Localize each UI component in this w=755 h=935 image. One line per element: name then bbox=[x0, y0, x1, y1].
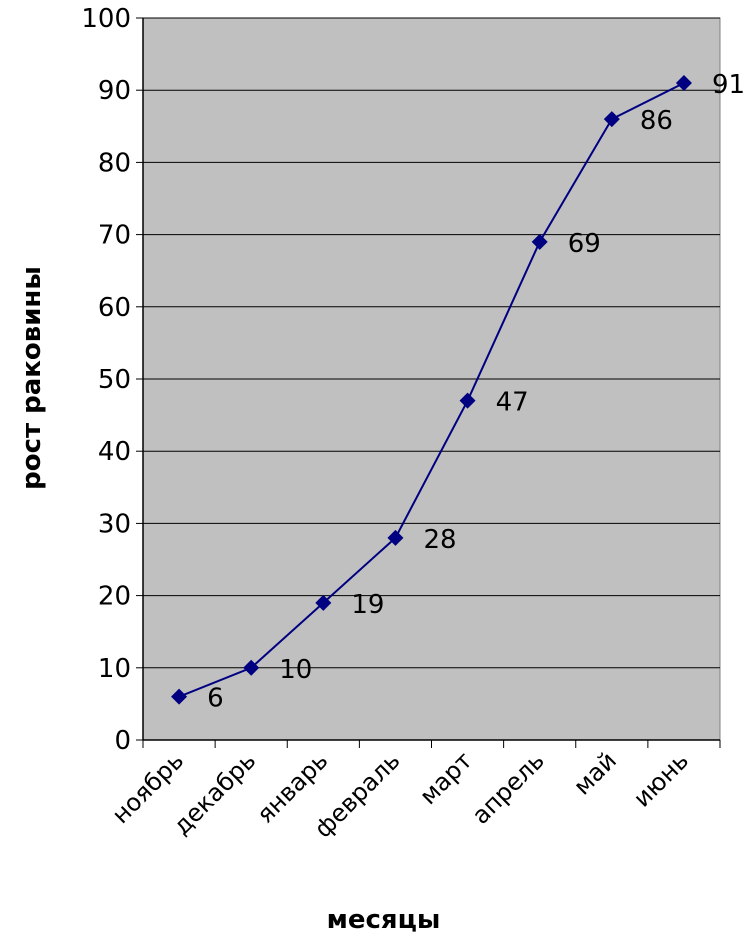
y-tick-label: 10 bbox=[98, 654, 131, 684]
y-tick-label: 20 bbox=[98, 582, 131, 612]
data-point-marker bbox=[675, 74, 692, 91]
data-labels: 6 10 19 28 47 69 86 91 bbox=[207, 70, 745, 714]
y-tick-label: 0 bbox=[114, 726, 131, 756]
x-tick-label: март bbox=[414, 746, 478, 810]
data-label: 6 bbox=[207, 684, 224, 714]
data-point-marker bbox=[531, 233, 548, 250]
y-tick-label: 70 bbox=[98, 221, 131, 251]
data-point-marker bbox=[387, 529, 404, 546]
y-tick-label: 60 bbox=[98, 293, 131, 323]
x-axis-title: месяцы bbox=[327, 905, 441, 935]
y-tick-label: 30 bbox=[98, 509, 131, 539]
data-label: 28 bbox=[423, 525, 456, 555]
series-line bbox=[178, 82, 685, 698]
x-axis-ticks bbox=[142, 740, 721, 748]
data-point-marker bbox=[315, 594, 332, 611]
y-tick-label: 90 bbox=[98, 76, 131, 106]
data-point-marker bbox=[459, 392, 476, 409]
data-markers bbox=[171, 74, 692, 705]
x-tick-label: июнь bbox=[628, 746, 694, 812]
data-label: 86 bbox=[640, 106, 673, 136]
data-point-marker bbox=[603, 111, 620, 128]
data-label: 19 bbox=[351, 590, 384, 620]
data-point-marker bbox=[243, 659, 260, 676]
data-label: 47 bbox=[496, 388, 529, 418]
y-axis-title: рост раковины bbox=[17, 266, 47, 490]
data-label: 10 bbox=[279, 655, 312, 685]
y-tick-label: 100 bbox=[81, 4, 131, 34]
gridlines bbox=[136, 17, 720, 741]
x-tick-label: май bbox=[568, 746, 622, 800]
y-tick-label: 40 bbox=[98, 437, 131, 467]
data-label: 69 bbox=[568, 229, 601, 259]
y-tick-label: 50 bbox=[98, 365, 131, 395]
y-axis-tick-labels: 0 10 20 30 40 50 60 70 80 90 100 bbox=[81, 4, 131, 756]
y-tick-label: 80 bbox=[98, 148, 131, 178]
x-tick-label: апрель bbox=[467, 746, 550, 829]
data-label: 91 bbox=[712, 70, 745, 100]
data-point-marker bbox=[171, 688, 188, 705]
